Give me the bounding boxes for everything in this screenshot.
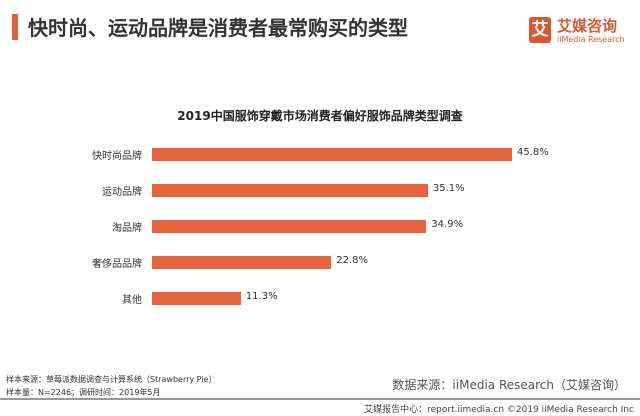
- data-label: 45.8%: [517, 147, 549, 158]
- logo-mark: 艾: [529, 17, 551, 43]
- copyright: 艾媒报告中心：report.iimedia.cn ©2019 iiMedia R…: [364, 405, 634, 415]
- category-label: 其他: [122, 295, 142, 306]
- bar: [152, 220, 427, 233]
- data-label: 35.1%: [432, 183, 465, 194]
- data-source: 数据来源：iiMedia Research（艾媒咨询）: [392, 378, 626, 392]
- logo-text-en: iiMedia Research: [557, 35, 625, 44]
- data-label: 11.3%: [245, 291, 278, 302]
- footer-divider: [0, 398, 640, 400]
- logo-text-cn: 艾媒咨询: [557, 17, 618, 35]
- bar: [152, 184, 428, 197]
- category-label: 奢侈品品牌: [92, 259, 142, 270]
- sample-source: 样本来源：草莓派数据调查与计算系统（Strawberry Pie）: [6, 375, 217, 384]
- category-label: 快时尚品牌: [92, 151, 142, 162]
- category-label: 运动品牌: [102, 187, 142, 198]
- chart-title: 2019中国服饰穿戴市场消费者偏好服饰品牌类型调查: [177, 109, 463, 123]
- page-title: 快时尚、运动品牌是消费者最常购买的类型: [28, 16, 408, 40]
- data-label: 34.9%: [431, 219, 464, 230]
- bar: [152, 256, 332, 269]
- bar: [152, 148, 512, 161]
- title-accent-bar: [12, 14, 18, 40]
- category-label: 淘品牌: [112, 223, 142, 234]
- data-label: 22.8%: [336, 255, 368, 266]
- bar: [152, 292, 241, 305]
- sample-info: 样本量：N=2246；调研时间：2019年5月: [6, 388, 161, 397]
